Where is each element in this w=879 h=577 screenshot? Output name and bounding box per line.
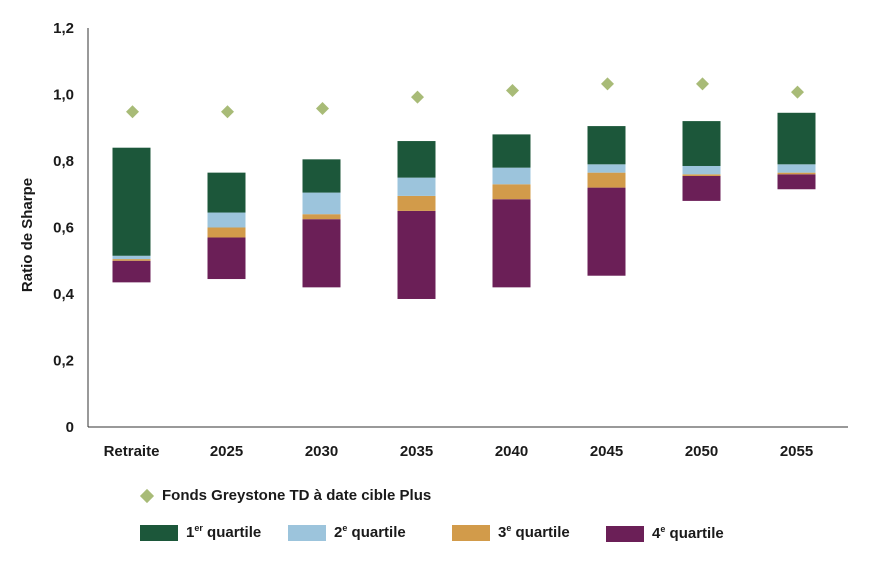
- legend-label-q1: 1er quartile: [186, 523, 262, 542]
- legend-swatch-q2: [288, 524, 326, 541]
- bar-segment-q1: [492, 134, 531, 168]
- legend-label-q3: 3e quartile: [498, 523, 570, 542]
- fund-marker: [506, 84, 519, 98]
- x-tick-label: 2030: [305, 443, 338, 460]
- legend-item-q4: 4e quartile: [606, 525, 724, 542]
- y-tick-label: 0,4: [53, 286, 75, 303]
- bar-segment-q3: [112, 259, 151, 261]
- bar-segment-q2: [682, 165, 721, 175]
- y-tick-labels: 0 0,2 0,4 0,6 0,8 1,0 1,2: [53, 20, 75, 436]
- legend-item-q1: 1er quartile: [140, 524, 261, 541]
- bar-segment-q3: [302, 214, 341, 220]
- legend-diamond-icon: [139, 488, 155, 503]
- x-tick-label: 2040: [495, 443, 528, 460]
- bar-segment-q4: [777, 174, 816, 190]
- fund-markers: [126, 77, 804, 119]
- fund-marker: [601, 77, 614, 91]
- legend-item-q3: 3e quartile: [452, 524, 570, 541]
- x-tick-labels: Retraite 2025 2030 2035 2040 2045 2050 2055: [104, 443, 814, 460]
- x-tick-label: Retraite: [104, 443, 160, 460]
- bar-segment-q3: [777, 172, 816, 175]
- bar-segment-q2: [587, 164, 626, 173]
- bar-segment-q2: [397, 177, 436, 196]
- bar-segment-q4: [302, 219, 341, 288]
- bar-segment-q1: [777, 112, 816, 165]
- fund-marker: [411, 90, 424, 104]
- legend-swatch-q1: [140, 524, 178, 541]
- fund-marker: [791, 85, 804, 99]
- bar-segment-q2: [777, 164, 816, 173]
- bar-segment-q1: [302, 159, 341, 193]
- fund-marker: [696, 77, 709, 91]
- bar-segment-q4: [587, 187, 626, 276]
- x-tick-label: 2035: [400, 443, 433, 460]
- bar-segment-q1: [397, 141, 436, 178]
- bar-segment-q1: [112, 147, 151, 256]
- bar-segment-q3: [492, 184, 531, 200]
- bar-segment-q1: [587, 126, 626, 165]
- bar-segment-q2: [207, 212, 246, 228]
- x-tick-label: 2055: [780, 443, 813, 460]
- legend-item-fund: Fonds Greystone TD à date cible Plus: [138, 487, 431, 504]
- bar-segment-q4: [112, 260, 151, 283]
- bar-segment-q1: [207, 172, 246, 213]
- legend-label-q4: 4e quartile: [652, 524, 724, 543]
- y-axis-label: Ratio de Sharpe: [19, 178, 36, 292]
- bar-segment-q3: [682, 174, 721, 176]
- bar-segment-q2: [302, 192, 341, 215]
- x-tick-label: 2025: [210, 443, 243, 460]
- bar-segment-q1: [682, 121, 721, 166]
- bar-segment-q2: [492, 167, 531, 185]
- y-tick-label: 1,2: [53, 20, 74, 37]
- bar-segment-q4: [492, 199, 531, 288]
- y-tick-label: 0,8: [53, 153, 74, 170]
- x-tick-label: 2045: [590, 443, 623, 460]
- legend-swatch-q3: [452, 524, 490, 541]
- bar-segment-q4: [207, 237, 246, 280]
- fund-marker: [316, 101, 329, 115]
- y-tick-label: 0,6: [53, 220, 74, 237]
- legend-swatch-q4: [606, 525, 644, 542]
- bars-group: [112, 112, 816, 299]
- legend-label-q2: 2e quartile: [334, 523, 406, 542]
- y-tick-label: 0: [66, 419, 74, 436]
- fund-marker: [221, 105, 234, 119]
- bar-segment-q4: [397, 210, 436, 299]
- bar-segment-q3: [207, 227, 246, 238]
- y-tick-label: 1,0: [53, 87, 74, 104]
- legend-label-fund: Fonds Greystone TD à date cible Plus: [162, 487, 432, 504]
- x-tick-label: 2050: [685, 443, 718, 460]
- bar-segment-q2: [112, 255, 151, 260]
- fund-marker: [126, 105, 139, 119]
- bar-segment-q3: [587, 172, 626, 188]
- y-tick-label: 0,2: [53, 353, 74, 370]
- bar-segment-q4: [682, 175, 721, 201]
- sharpe-ratio-chart: Ratio de Sharpe 0 0,2 0,4 0,6 0,8 1,0 1,2 Retr…: [19, 20, 848, 460]
- legend-item-q2: 2e quartile: [288, 524, 406, 541]
- bar-segment-q3: [397, 195, 436, 211]
